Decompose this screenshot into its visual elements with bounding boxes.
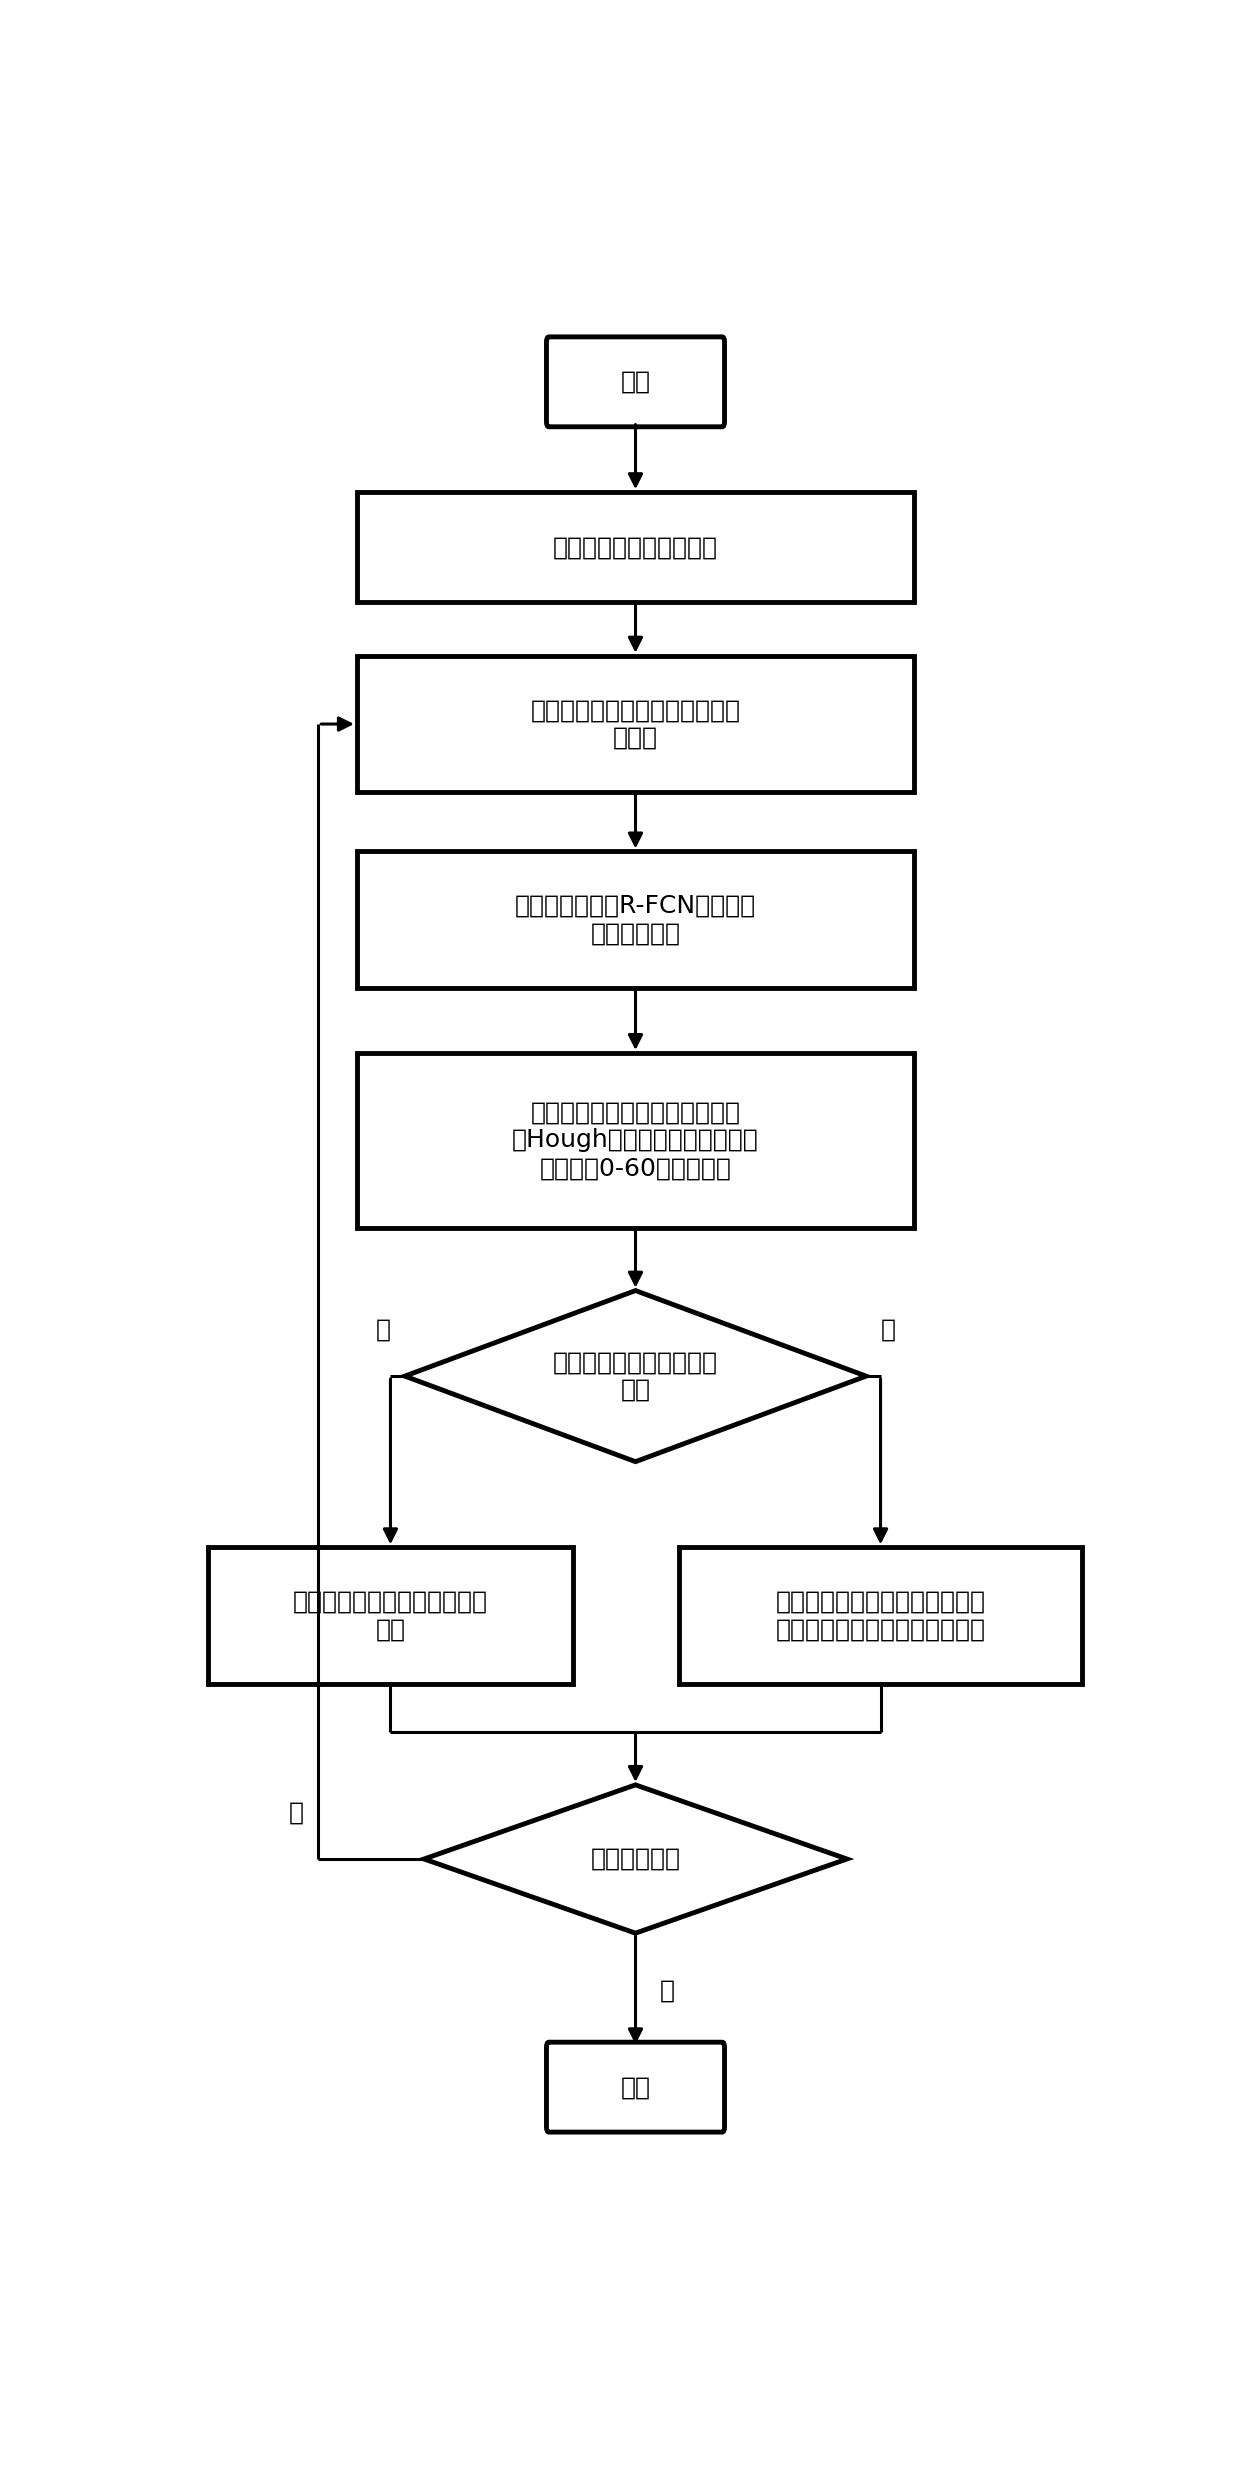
FancyBboxPatch shape (547, 336, 724, 427)
Text: 否: 否 (880, 1318, 895, 1343)
Text: 客户端保存库门监控画面并传给
服务器: 客户端保存库门监控画面并传给 服务器 (531, 699, 740, 751)
Text: 结束: 结束 (620, 2074, 651, 2099)
Polygon shape (424, 1785, 847, 1933)
Text: 客户端更新螺栓的位置及角度
信息: 客户端更新螺栓的位置及角度 信息 (293, 1590, 489, 1642)
Text: 客户端是否需要标定螺栓
角度: 客户端是否需要标定螺栓 角度 (553, 1351, 718, 1402)
FancyBboxPatch shape (357, 1052, 914, 1227)
FancyBboxPatch shape (357, 491, 914, 602)
Polygon shape (404, 1291, 866, 1462)
Text: 检测是否停止: 检测是否停止 (590, 1847, 681, 1872)
Text: 是: 是 (660, 1978, 675, 2002)
Text: 是: 是 (376, 1318, 391, 1343)
Text: 否: 否 (289, 1800, 304, 1825)
Text: 开始: 开始 (620, 370, 651, 395)
Text: 摄像头拍摄库门监控画面: 摄像头拍摄库门监控画面 (553, 536, 718, 560)
FancyBboxPatch shape (678, 1548, 1083, 1684)
FancyBboxPatch shape (208, 1548, 573, 1684)
Text: 服务器对图像经过预处理后，使
用Hough变换检测直线角度，返
回一个在0-60度内的角度: 服务器对图像经过预处理后，使 用Hough变换检测直线角度，返 回一个在0-60… (512, 1101, 759, 1180)
FancyBboxPatch shape (547, 2042, 724, 2133)
FancyBboxPatch shape (357, 852, 914, 988)
Text: 与之前标定的螺栓位置及角度进
行比对，若超过阈值则发出警报: 与之前标定的螺栓位置及角度进 行比对，若超过阈值则发出警报 (775, 1590, 986, 1642)
Text: 服务器程序利用R-FCN检测算法
定位螺栓位置: 服务器程序利用R-FCN检测算法 定位螺栓位置 (515, 894, 756, 946)
FancyBboxPatch shape (357, 657, 914, 793)
